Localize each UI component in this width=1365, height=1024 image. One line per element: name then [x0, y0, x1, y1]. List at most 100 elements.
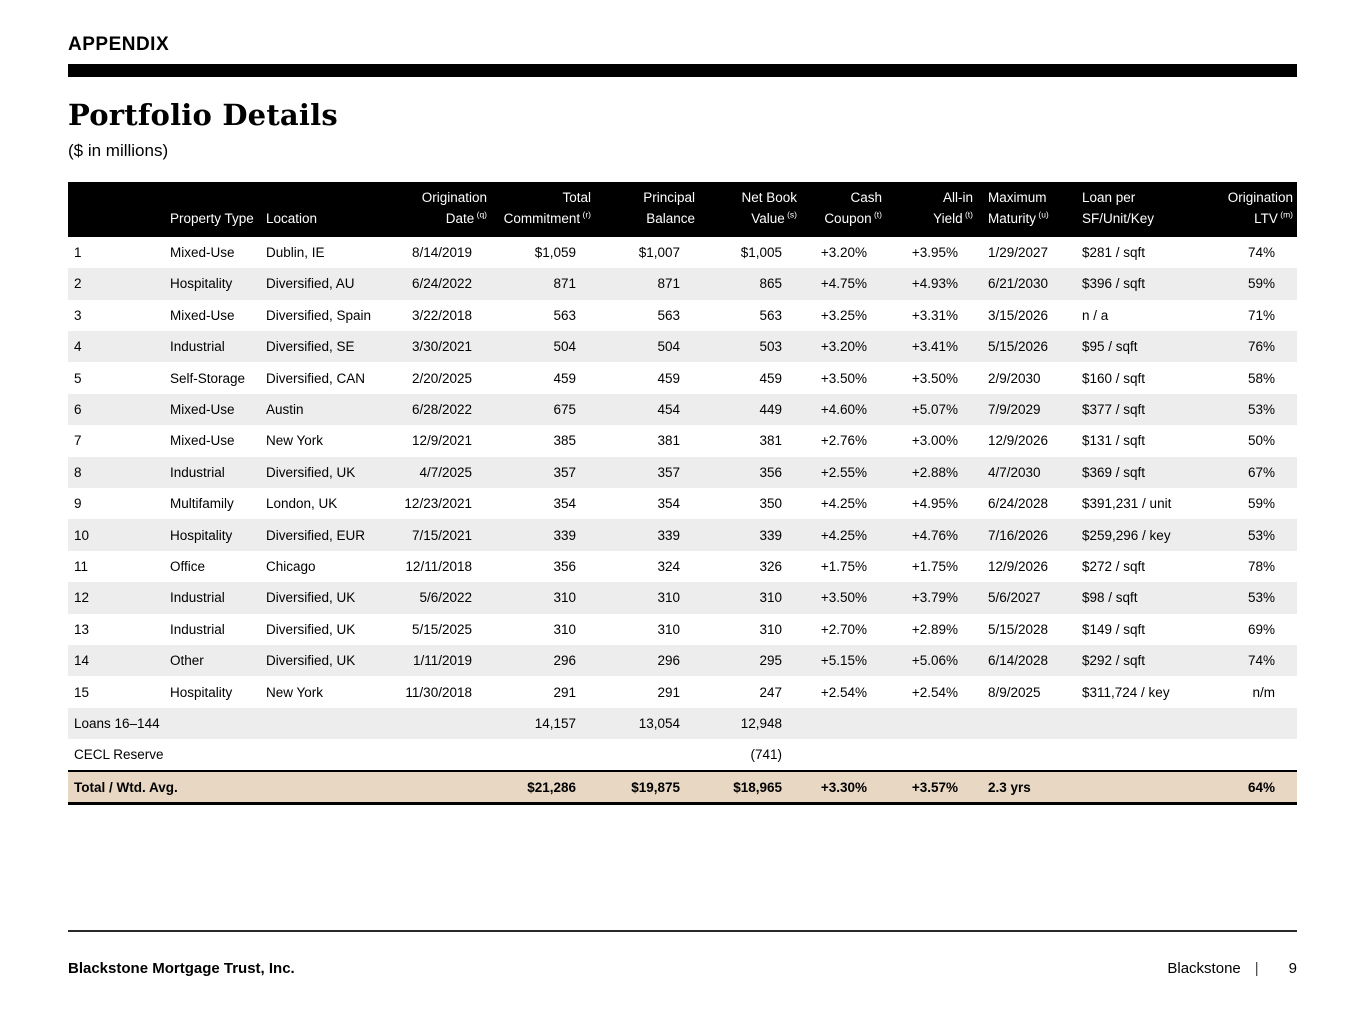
cell-principal_balance: 454 — [594, 393, 698, 426]
cell-principal_balance: 310 — [594, 582, 698, 614]
cell-maximum_maturity: 6/14/2028 — [976, 644, 1080, 677]
cell-row_number: 4 — [68, 331, 168, 363]
footnote-marker: (t) — [962, 209, 973, 220]
cell-row_number: 6 — [68, 393, 168, 426]
cell-maximum_maturity: 6/21/2030 — [976, 268, 1080, 300]
table-row: 4 Industrial Diversified, SE 3/30/2021 504 50… — [68, 331, 1297, 363]
cell-origination_date: 12/23/2021 — [404, 496, 472, 512]
cell-total_commitment: $1,059 — [534, 245, 576, 261]
page-subtitle: ($ in millions) — [68, 141, 169, 160]
cell-net_book_value: 247 — [759, 684, 782, 700]
cell-all_in_yield: +3.57% — [885, 770, 976, 806]
cell-location: Dublin, IE — [266, 245, 325, 261]
table-total-row: Total / Wtd. Avg. $21,286 $19,875 $18,965 +3… — [68, 770, 1297, 806]
cell-origination_date: 3/30/2021 — [385, 331, 490, 363]
cell-loan_per: $369 / sqft — [1080, 456, 1190, 488]
cell-property_type: Mixed-Use — [170, 245, 235, 261]
cell-loan_per — [1080, 739, 1190, 771]
cell-all_in_yield: +4.95% — [911, 496, 958, 512]
cell-cash_coupon: +3.20% — [820, 245, 867, 261]
cell-net_book_value: 356 — [698, 456, 800, 488]
cell-property_type: Industrial — [170, 621, 225, 637]
cell-net_book_value: 326 — [759, 558, 782, 574]
cell-cash_coupon: +1.75% — [820, 558, 867, 574]
cell-loan_per: $259,296 / key — [1080, 519, 1190, 551]
cell-principal_balance: 871 — [594, 268, 698, 300]
cell-property_type: Industrial — [168, 582, 264, 614]
section-eyebrow: APPENDIX — [68, 34, 170, 55]
cell-principal_balance: 13,054 — [594, 707, 698, 740]
cell-principal_balance — [594, 739, 698, 771]
cell-row_number: 7 — [74, 433, 82, 449]
cell-origination_ltv: 74% — [1190, 644, 1297, 677]
cell-principal_balance: 381 — [657, 433, 680, 449]
cell-row_number: Loans 16–144 — [68, 707, 490, 740]
cell-origination_ltv: 59% — [1247, 496, 1275, 512]
cell-origination_date: 1/11/2019 — [385, 644, 490, 677]
cell-origination_ltv: 71% — [1247, 307, 1275, 323]
cell-cash_coupon: +4.25% — [800, 519, 885, 551]
cell-principal_balance: 291 — [657, 684, 680, 700]
cell-row_number: 9 — [74, 496, 82, 512]
cell-property_type: Industrial — [168, 456, 264, 488]
cell-all_in_yield: +3.31% — [911, 307, 958, 323]
cell-origination_date: 5/6/2022 — [385, 582, 490, 614]
cell-row_number: 14 — [68, 644, 168, 677]
cell-cash_coupon: +3.20% — [800, 331, 885, 363]
column-header-all_in_yield: All-in Yield (t) — [885, 182, 976, 237]
table-row: 3 Mixed-Use Diversified, Spain 3/22/2018 563… — [68, 300, 1297, 331]
cell-cash_coupon: +2.54% — [820, 684, 867, 700]
cell-origination_ltv — [1190, 739, 1297, 771]
cell-origination_ltv: 53% — [1190, 519, 1297, 551]
column-header-origination_ltv: Origination LTV (m) — [1190, 182, 1297, 237]
table-header-row: Property Type Location Origination Date (q)… — [68, 182, 1297, 237]
cell-total_commitment: 356 — [553, 558, 576, 574]
footer-divider-glyph: | — [1254, 960, 1259, 977]
cell-location: Diversified, UK — [264, 644, 385, 677]
cell-origination_ltv: 76% — [1190, 331, 1297, 363]
cell-total_commitment: 14,157 — [490, 707, 594, 740]
table-row: 1 Mixed-Use Dublin, IE 8/14/2019 $1,059 $1,00… — [68, 237, 1297, 268]
cell-cash_coupon: +2.55% — [800, 456, 885, 488]
cell-row_number: 13 — [74, 621, 90, 637]
cell-principal_balance: 310 — [657, 621, 680, 637]
cell-principal_balance: 324 — [657, 558, 680, 574]
cell-loan_per: $281 / sqft — [1082, 245, 1146, 261]
cell-principal_balance: 563 — [657, 307, 680, 323]
cell-property_type: Mixed-Use — [170, 433, 235, 449]
cell-loan_per — [1080, 707, 1190, 740]
portfolio-table-container: Property Type Location Origination Date (q)… — [68, 182, 1297, 806]
cell-total_commitment: 871 — [490, 268, 594, 300]
cell-principal_balance: 354 — [657, 496, 680, 512]
column-header-maximum_maturity: Maximum Maturity (u) — [976, 182, 1080, 237]
cell-cash_coupon: +3.50% — [800, 582, 885, 614]
cell-loan_per — [1080, 770, 1190, 806]
table-header: Property Type Location Origination Date (q)… — [68, 182, 1297, 237]
cell-net_book_value: 563 — [759, 307, 782, 323]
cell-property_type: Mixed-Use — [170, 307, 235, 323]
cell-origination_ltv: 74% — [1247, 245, 1275, 261]
cell-net_book_value: 339 — [698, 519, 800, 551]
cell-origination_date: 3/22/2018 — [411, 307, 472, 323]
cell-origination_ltv: 59% — [1190, 268, 1297, 300]
cell-maximum_maturity: 2/9/2030 — [988, 370, 1041, 386]
cell-net_book_value: 503 — [698, 331, 800, 363]
cell-net_book_value: (741) — [750, 747, 782, 763]
column-header-principal_balance: Principal Balance — [594, 182, 698, 237]
table-row: 13 Industrial Diversified, UK 5/15/2025 310 3… — [68, 614, 1297, 645]
column-header-location: Location — [264, 182, 385, 237]
cell-net_book_value: $18,965 — [698, 770, 800, 806]
cell-cash_coupon: +3.30% — [800, 770, 885, 806]
cell-origination_date: 6/24/2022 — [385, 268, 490, 300]
cell-total_commitment: 459 — [553, 370, 576, 386]
cell-location: New York — [266, 433, 324, 449]
table-summary-row: CECL Reserve (741) — [68, 739, 1297, 771]
cell-net_book_value: 310 — [698, 582, 800, 614]
cell-total_commitment: $21,286 — [490, 770, 594, 806]
column-header-origination_date: Origination Date (q) — [385, 182, 490, 237]
cell-maximum_maturity: 12/9/2026 — [988, 433, 1049, 449]
footnote-marker: (m) — [1277, 209, 1293, 220]
footnote-marker: (u) — [1036, 209, 1049, 220]
cell-net_book_value: 310 — [759, 621, 782, 637]
